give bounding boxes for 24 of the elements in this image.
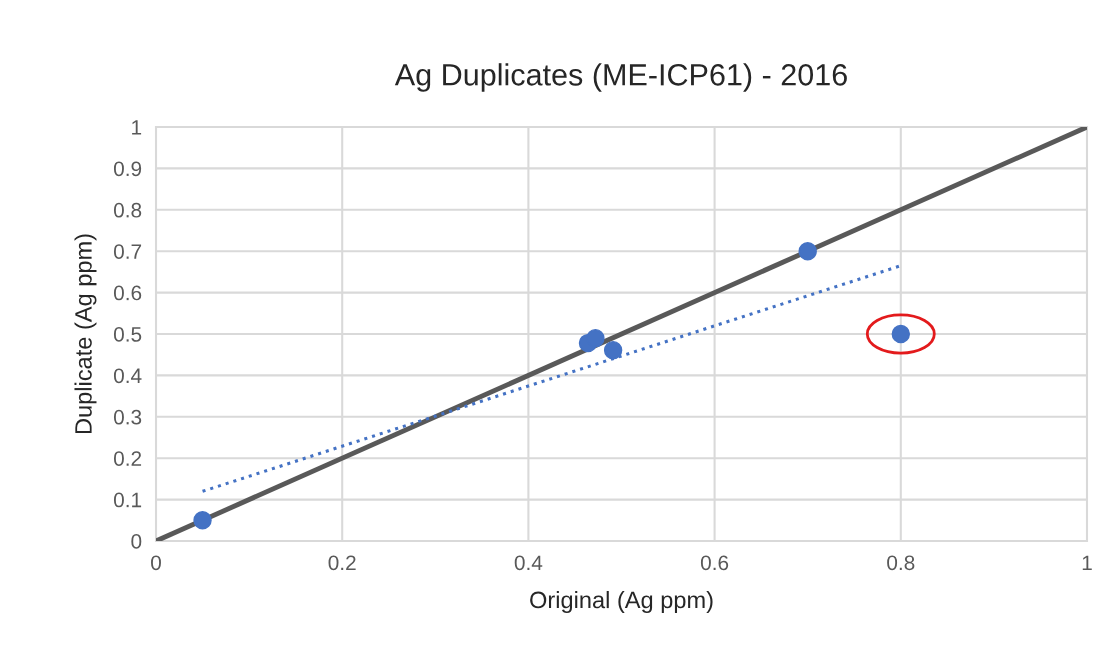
y-tick-label: 0.1 xyxy=(113,492,142,508)
y-tick-label: 1 xyxy=(132,120,142,135)
x-tick-label: 0 xyxy=(151,555,161,571)
x-tick-label: 0.8 xyxy=(887,555,915,571)
point xyxy=(586,328,605,348)
x-tick-label: 0.2 xyxy=(328,555,356,571)
y-tick-label: 0.2 xyxy=(113,451,142,466)
x-axis-title: Original (Ag ppm) xyxy=(530,590,713,613)
point xyxy=(193,511,212,530)
y-tick-label: 0.4 xyxy=(113,368,142,384)
y-tick-label: 0.6 xyxy=(113,285,142,301)
y-axis-title: Duplicate (Ag ppm) xyxy=(74,234,97,434)
y-tick-label: 0.7 xyxy=(113,244,142,259)
point xyxy=(603,340,623,360)
x-tick-label: 0.6 xyxy=(700,555,729,571)
y-tick-label: 0.8 xyxy=(113,202,142,218)
chart-title: Ag Duplicates (ME-ICP61) - 2016 xyxy=(394,63,847,92)
point xyxy=(798,241,817,261)
x-tick-label: 1 xyxy=(1082,555,1092,570)
x-tick-label: 0.4 xyxy=(514,555,543,571)
y-tick-label: 0.5 xyxy=(113,327,142,342)
y-tick-label: 0.9 xyxy=(113,161,142,177)
y-tick-label: 0 xyxy=(131,534,142,549)
y-tick-label: 0.3 xyxy=(113,409,142,425)
